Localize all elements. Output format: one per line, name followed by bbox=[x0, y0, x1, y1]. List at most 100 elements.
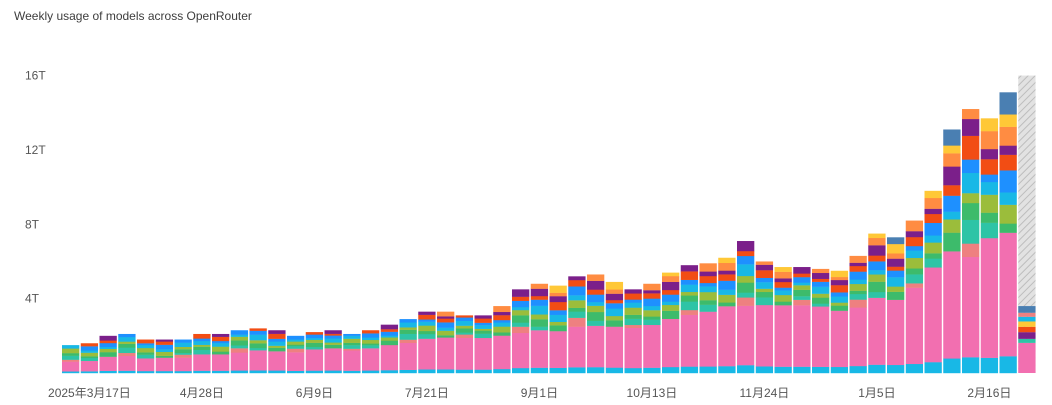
bar-segment bbox=[699, 311, 717, 367]
bar-segment bbox=[230, 340, 249, 346]
bar-segment bbox=[924, 242, 942, 254]
bar-segment bbox=[999, 92, 1017, 115]
bar-segment bbox=[174, 349, 192, 354]
bar-segment bbox=[680, 366, 699, 374]
bar-segment bbox=[662, 310, 680, 319]
bar-segment bbox=[380, 324, 399, 330]
bar-segment bbox=[268, 345, 286, 348]
bar-week-15 bbox=[324, 330, 342, 374]
bar-segment bbox=[530, 330, 549, 368]
bar-segment bbox=[230, 345, 249, 349]
bar-segment bbox=[980, 194, 999, 213]
bar-segment bbox=[999, 126, 1017, 146]
bar-segment bbox=[530, 288, 549, 297]
bar-segment bbox=[999, 223, 1017, 233]
bar-segment bbox=[80, 357, 99, 362]
bar-week-12 bbox=[268, 330, 286, 374]
bar-segment bbox=[62, 355, 80, 360]
bar-segment bbox=[624, 324, 642, 329]
bar-segment bbox=[174, 342, 192, 348]
bar-segment bbox=[399, 333, 417, 340]
bar-segment bbox=[155, 339, 174, 342]
bar-week-39 bbox=[774, 267, 792, 374]
bar-segment bbox=[493, 335, 511, 370]
bar-segment bbox=[455, 334, 474, 339]
bar-segment bbox=[868, 291, 886, 298]
x-tick-label: 1月5日 bbox=[858, 386, 895, 400]
bar-segment bbox=[962, 243, 980, 258]
bar-segment bbox=[793, 299, 811, 306]
bar-segment bbox=[137, 358, 155, 372]
bar-segment bbox=[812, 272, 830, 279]
bar-segment bbox=[924, 362, 942, 374]
bar-week-11 bbox=[249, 328, 267, 374]
bar-segment bbox=[924, 222, 942, 236]
bar-week-22 bbox=[455, 315, 474, 374]
bar-segment bbox=[549, 314, 567, 323]
bar-segment bbox=[980, 149, 999, 160]
bar-segment bbox=[230, 330, 249, 335]
bar-segment bbox=[212, 370, 230, 374]
bar-segment bbox=[174, 370, 192, 374]
bar-segment bbox=[793, 366, 811, 374]
bar-week-48 bbox=[943, 129, 961, 374]
bar-segment bbox=[118, 355, 136, 371]
bar-segment bbox=[80, 352, 99, 357]
bar-week-19 bbox=[399, 319, 417, 374]
bar-segment bbox=[437, 330, 455, 336]
bar-segment bbox=[718, 289, 736, 295]
bar-segment bbox=[268, 341, 286, 346]
bar-segment bbox=[755, 297, 774, 306]
bar-segment bbox=[455, 328, 474, 333]
bar-segment bbox=[268, 330, 286, 334]
bar-segment bbox=[793, 267, 811, 274]
bar-segment bbox=[268, 351, 286, 371]
bar-segment bbox=[737, 305, 755, 366]
bar-segment bbox=[905, 257, 924, 269]
bar-segment bbox=[830, 270, 849, 278]
bar-segment bbox=[362, 345, 380, 349]
bar-segment bbox=[587, 274, 605, 281]
bar-segment bbox=[887, 286, 905, 292]
bar-week-23 bbox=[474, 315, 492, 374]
bar-segment bbox=[568, 286, 586, 296]
bar-segment bbox=[755, 366, 774, 374]
bar-segment bbox=[624, 327, 642, 369]
bar-segment bbox=[830, 292, 849, 297]
bar-week-33 bbox=[662, 272, 680, 374]
bar-segment bbox=[868, 255, 886, 262]
bar-segment bbox=[943, 185, 961, 196]
bar-segment bbox=[924, 258, 942, 268]
bar-week-24 bbox=[493, 306, 511, 374]
x-tick-label: 10月13日 bbox=[627, 386, 678, 400]
bar-segment bbox=[418, 321, 436, 326]
bar-segment bbox=[699, 286, 717, 293]
x-tick-label: 7月21日 bbox=[405, 386, 449, 400]
bar-segment bbox=[924, 267, 942, 363]
bar-segment bbox=[737, 297, 755, 306]
bar-segment bbox=[662, 366, 680, 374]
bar-segment bbox=[830, 279, 849, 286]
bar-week-50 bbox=[980, 118, 999, 374]
bar-segment bbox=[474, 333, 492, 339]
bar-segment bbox=[962, 193, 980, 204]
bar-segment bbox=[80, 346, 99, 351]
bar-week-42 bbox=[830, 270, 849, 374]
bar-segment bbox=[399, 342, 417, 370]
bar-segment bbox=[324, 348, 342, 371]
bar-segment bbox=[249, 328, 267, 331]
bar-segment bbox=[380, 337, 399, 341]
bar-segment bbox=[680, 265, 699, 272]
bar-segment bbox=[774, 301, 792, 306]
bar-week-31 bbox=[624, 289, 642, 374]
bar-segment bbox=[849, 262, 867, 267]
bar-segment bbox=[643, 310, 661, 317]
bar-segment bbox=[418, 333, 436, 339]
bar-segment bbox=[549, 325, 567, 332]
bar-segment bbox=[174, 339, 192, 343]
bar-segment bbox=[437, 337, 455, 370]
bar-segment bbox=[380, 331, 399, 336]
bar-week-1 bbox=[62, 345, 80, 374]
bar-segment bbox=[437, 316, 455, 319]
bar-segment bbox=[249, 347, 267, 351]
